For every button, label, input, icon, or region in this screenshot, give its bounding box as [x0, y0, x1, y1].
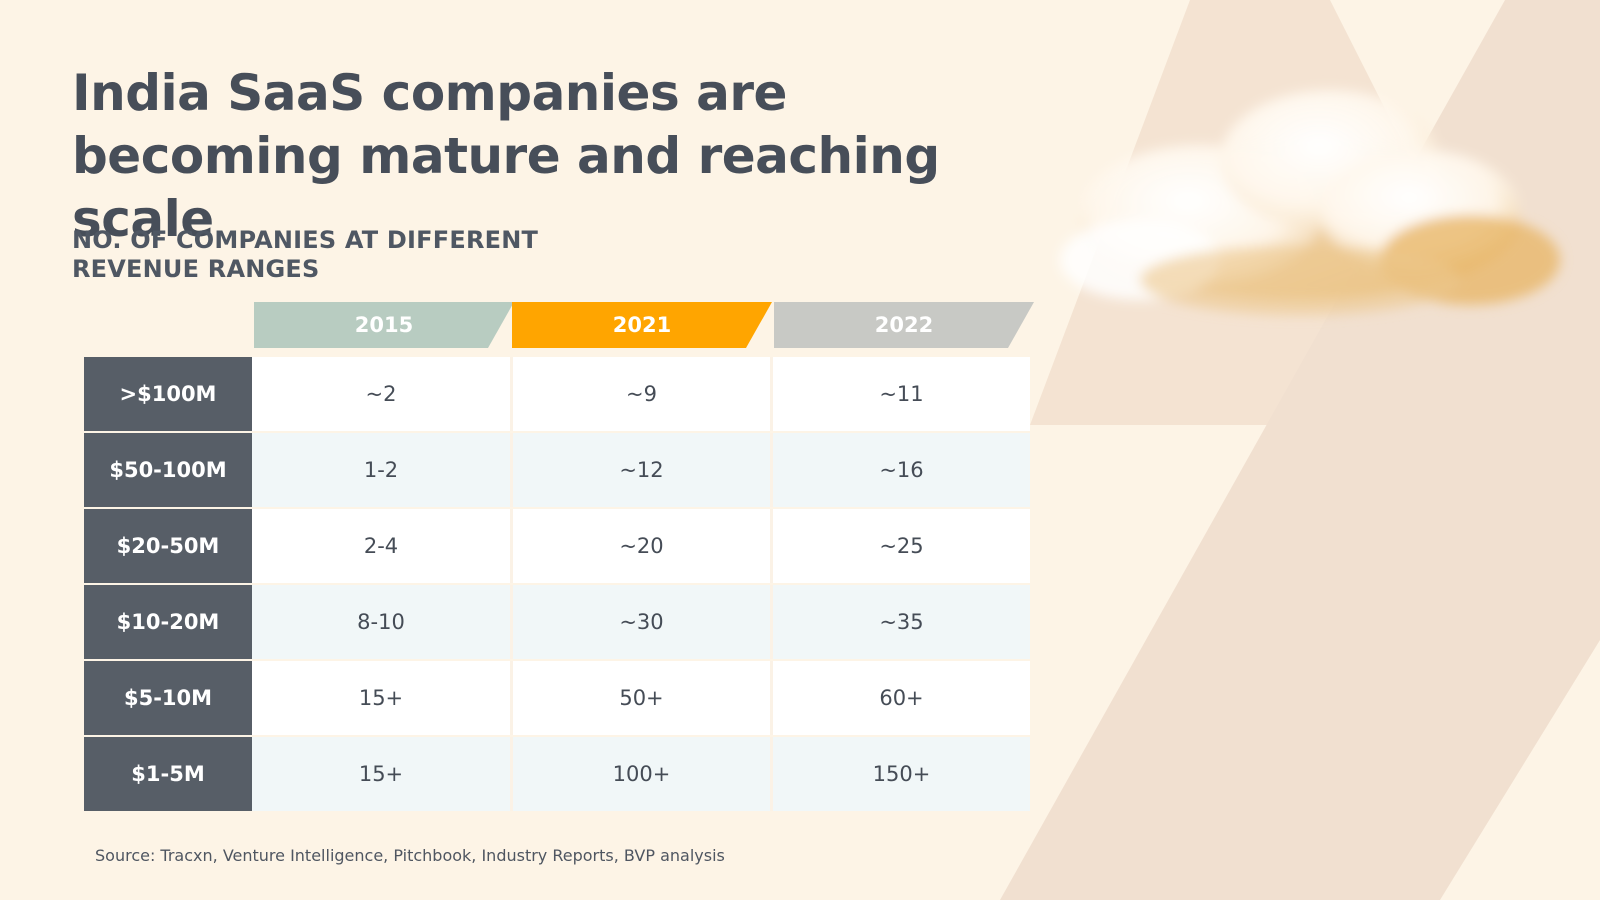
table-row: $10-20M 8-10 ~30 ~35: [84, 585, 1030, 661]
table-cell: ~12: [510, 433, 770, 507]
table-cell: 15+: [252, 661, 510, 735]
table-cell: 150+: [770, 737, 1030, 811]
chart-subtitle: NO. OF COMPANIES AT DIFFERENT REVENUE RA…: [72, 226, 539, 283]
row-label: $5-10M: [84, 661, 252, 735]
table-cell: ~9: [510, 357, 770, 431]
table-cell: ~20: [510, 509, 770, 583]
table-row: $50-100M 1-2 ~12 ~16: [84, 433, 1030, 509]
table-row: $20-50M 2-4 ~20 ~25: [84, 509, 1030, 585]
table-cell: ~16: [770, 433, 1030, 507]
table-body: >$100M ~2 ~9 ~11 $50-100M 1-2 ~12 ~16 $2…: [84, 357, 1030, 813]
row-label: $1-5M: [84, 737, 252, 811]
table-cell: 50+: [510, 661, 770, 735]
table-cell: 8-10: [252, 585, 510, 659]
row-label: >$100M: [84, 357, 252, 431]
source-note: Source: Tracxn, Venture Intelligence, Pi…: [95, 846, 725, 865]
column-header-2015: 2015: [254, 302, 514, 348]
table-cell: ~35: [770, 585, 1030, 659]
column-headers: 2015 2021 2022: [84, 302, 1034, 348]
table-cell: ~11: [770, 357, 1030, 431]
table-cell: 60+: [770, 661, 1030, 735]
table-cell: 15+: [252, 737, 510, 811]
table-cell: ~25: [770, 509, 1030, 583]
table-row: $1-5M 15+ 100+ 150+: [84, 737, 1030, 813]
row-label: $10-20M: [84, 585, 252, 659]
table-cell: ~2: [252, 357, 510, 431]
row-label: $50-100M: [84, 433, 252, 507]
table-cell: 1-2: [252, 433, 510, 507]
column-header-2022: 2022: [774, 302, 1034, 348]
cloud-image: [1060, 90, 1560, 315]
page-title: India SaaS companies are becoming mature…: [72, 64, 940, 248]
table-cell: 2-4: [252, 509, 510, 583]
row-label: $20-50M: [84, 509, 252, 583]
column-header-2021: 2021: [512, 302, 772, 348]
table-row: $5-10M 15+ 50+ 60+: [84, 661, 1030, 737]
table-cell: ~30: [510, 585, 770, 659]
table-cell: 100+: [510, 737, 770, 811]
table-row: >$100M ~2 ~9 ~11: [84, 357, 1030, 433]
